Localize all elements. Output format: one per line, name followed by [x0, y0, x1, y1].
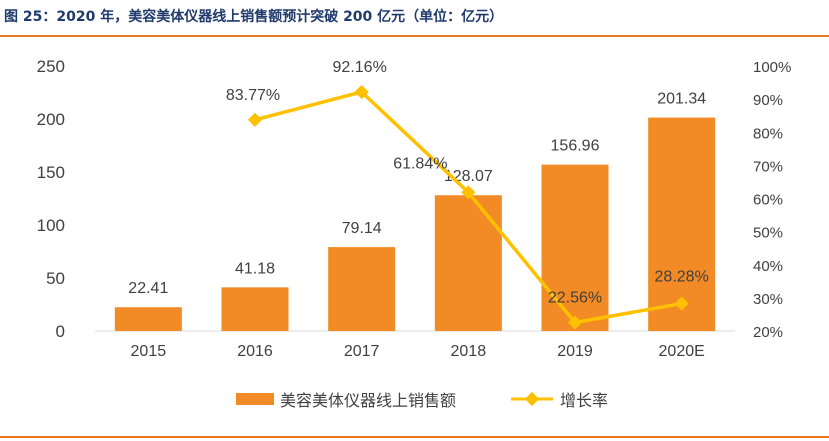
left-tick-label: 0: [56, 322, 65, 341]
right-tick-label: 100%: [753, 59, 791, 76]
bar-data-label: 22.41: [128, 280, 168, 297]
bar: [541, 164, 609, 331]
legend-marker-line: [524, 391, 540, 407]
right-tick-label: 30%: [753, 291, 783, 308]
left-tick-label: 50: [46, 269, 65, 288]
left-axis-ticks: 0 50 100 150 200 250: [37, 57, 65, 341]
x-tick-label: 2018: [451, 343, 487, 360]
x-tick-label: 2020E: [659, 343, 705, 360]
right-tick-label: 70%: [753, 158, 783, 175]
left-tick-label: 100: [37, 216, 65, 235]
bar-data-label: 156.96: [551, 138, 600, 155]
line-data-label: 92.16%: [333, 59, 387, 76]
bar: [328, 247, 396, 331]
left-tick-label: 200: [37, 110, 65, 129]
legend-label-bar: 美容美体仪器线上销售额: [280, 392, 456, 410]
line-data-label: 22.56%: [548, 290, 602, 307]
bar: [114, 307, 182, 331]
bar-data-label: 79.14: [342, 220, 382, 237]
top-rule: [0, 35, 829, 37]
figure-caption: 图 25：2020 年，美容美体仪器线上销售额预计突破 200 亿元（单位：亿元…: [4, 9, 504, 25]
bar: [434, 195, 502, 331]
line-data-label: 28.28%: [655, 269, 709, 286]
line-point-marker: [247, 112, 263, 127]
line-point-marker: [461, 185, 476, 200]
right-tick-label: 50%: [753, 225, 783, 242]
x-tick-label: 2016: [237, 343, 273, 360]
right-axis-ticks: 20% 30% 40% 50% 60% 70% 80% 90% 100%: [753, 59, 791, 341]
x-tick-label: 2019: [557, 343, 593, 360]
line-data-labels: 83.77% 92.16% 61.84% 22.56% 28.28%: [226, 59, 709, 307]
right-tick-label: 90%: [753, 92, 783, 109]
bar-data-label: 201.34: [657, 91, 706, 108]
legend: 美容美体仪器线上销售额 增长率: [236, 391, 608, 410]
left-tick-label: 150: [37, 163, 65, 182]
bar-series: [114, 117, 716, 332]
line-data-label: 61.84%: [393, 155, 447, 172]
right-tick-label: 80%: [753, 125, 783, 142]
right-tick-label: 20%: [753, 324, 783, 341]
line-point-marker: [567, 315, 583, 330]
right-tick-label: 60%: [753, 192, 783, 209]
x-axis-ticks: 2015 2016 2017 2018 2019 2020E: [131, 343, 705, 360]
line-data-label: 83.77%: [226, 87, 280, 104]
x-tick-label: 2017: [344, 343, 380, 360]
x-tick-label: 2015: [131, 343, 167, 360]
legend-label-line: 增长率: [560, 392, 608, 410]
right-tick-label: 40%: [753, 258, 783, 275]
bar: [648, 117, 716, 332]
line-point-marker: [674, 296, 689, 311]
bottom-rule: [0, 436, 829, 438]
legend-swatch-bar: [236, 393, 274, 405]
bar-data-label: 41.18: [235, 260, 275, 277]
bar: [221, 287, 289, 331]
line-point-marker: [354, 84, 369, 100]
left-tick-label: 250: [37, 57, 65, 76]
